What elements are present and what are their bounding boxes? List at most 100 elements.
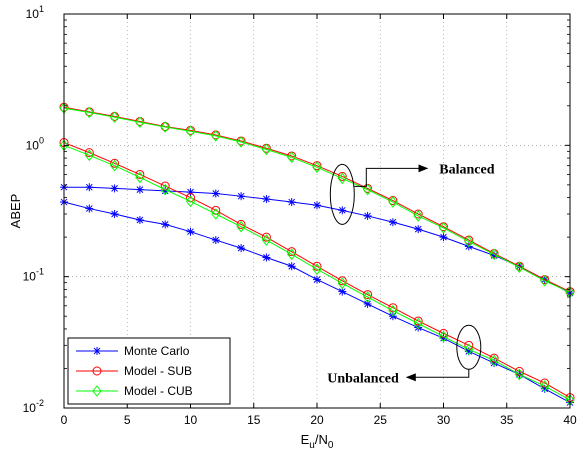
data-point-star: [161, 220, 170, 229]
data-point-diamond: [261, 143, 272, 156]
unbalanced-arrow: [405, 369, 470, 382]
data-point-diamond: [185, 125, 196, 138]
data-point-circle: [540, 378, 550, 388]
data-point-diamond: [135, 116, 145, 129]
data-point-diamond: [337, 172, 347, 185]
data-point-diamond: [489, 248, 499, 261]
x-tick-label: 30: [437, 413, 451, 427]
series-layer: [59, 102, 575, 407]
data-point-diamond: [312, 263, 322, 275]
data-point-diamond: [362, 291, 373, 303]
data-point-diamond: [109, 111, 120, 123]
data-point-star: [237, 244, 246, 253]
x-axis-label-sub2: 0: [328, 440, 334, 451]
data-point-circle: [388, 303, 398, 313]
data-point-diamond: [362, 183, 373, 196]
data-point-star: [287, 262, 296, 271]
data-point-diamond: [514, 261, 525, 274]
data-point-star: [211, 189, 220, 198]
x-axis-label: Eu/N0: [301, 432, 334, 451]
y-tick-label: 10-2: [23, 398, 44, 415]
data-point-diamond: [185, 195, 196, 208]
data-point-diamond: [211, 208, 221, 220]
x-tick-label: 15: [247, 413, 261, 427]
y-tick-label: 101: [26, 4, 44, 21]
balanced-ellipse: [329, 163, 355, 225]
series-line: [63, 142, 571, 399]
data-point-star: [211, 236, 220, 245]
data-point-diamond: [413, 317, 423, 330]
y-axis-label: ABEP: [8, 194, 23, 229]
data-point-star: [85, 183, 94, 192]
data-point-circle: [84, 148, 94, 158]
data-point-star: [338, 206, 347, 215]
x-tick-label: 35: [500, 413, 514, 427]
data-point-diamond: [388, 196, 398, 208]
data-point-diamond: [109, 159, 120, 172]
data-point-star: [363, 299, 372, 308]
y-tick-label: 100: [26, 135, 44, 152]
x-axis-label-mid: /N: [315, 432, 328, 447]
data-point-star: [110, 184, 119, 193]
data-point-diamond: [211, 130, 221, 142]
data-point-diamond: [160, 121, 170, 133]
data-point-star: [388, 218, 397, 227]
data-point-star: [135, 216, 144, 225]
data-point-diamond: [337, 277, 347, 290]
data-point-star: [85, 204, 94, 213]
data-point-circle: [439, 328, 448, 338]
series-line: [63, 106, 571, 293]
data-point-diamond: [514, 368, 525, 381]
data-point-diamond: [312, 161, 322, 174]
legend-marker-diamond: [92, 385, 102, 397]
data-point-star: [135, 185, 144, 194]
data-point-diamond: [135, 171, 145, 184]
data-point-circle: [489, 353, 499, 363]
legend-marker-circle: [92, 366, 102, 376]
unbalanced-label: Unbalanced: [327, 371, 399, 386]
legend-item: Model - CUB: [76, 384, 193, 398]
data-point-star: [439, 233, 448, 242]
legend-label: Monte Carlo: [124, 344, 190, 358]
legend-label: Model - CUB: [124, 384, 193, 398]
series-line: [63, 144, 571, 401]
data-point-circle: [110, 158, 120, 168]
legend-item: Model - SUB: [76, 364, 192, 378]
data-point-star: [363, 211, 372, 220]
x-tick-label: 40: [563, 413, 577, 427]
data-point-diamond: [236, 220, 246, 233]
data-point-star: [313, 275, 321, 284]
data-point-star: [110, 210, 119, 219]
data-point-star: [186, 227, 195, 236]
data-point-star: [287, 198, 296, 207]
x-axis-label-sub1: u: [309, 440, 315, 451]
data-point-circle: [514, 366, 524, 376]
legend-marker-star: [93, 347, 101, 355]
x-tick-label: 5: [124, 413, 131, 427]
x-axis-label-main: E: [301, 432, 310, 447]
data-point-diamond: [287, 248, 297, 261]
data-point-diamond: [160, 183, 170, 196]
series-unbalanced-4: [59, 138, 575, 403]
data-point-diamond: [540, 275, 550, 287]
plot-frame: [63, 13, 571, 409]
data-point-diamond: [287, 151, 297, 164]
data-point-diamond: [489, 354, 499, 367]
data-point-star: [237, 192, 246, 201]
data-point-diamond: [438, 330, 449, 343]
x-tick-label: 25: [374, 413, 388, 427]
data-point-star: [414, 225, 423, 234]
balanced-label: Balanced: [439, 162, 494, 177]
data-point-star: [262, 253, 271, 262]
data-point-diamond: [438, 222, 449, 234]
x-tick-label: 0: [61, 413, 68, 427]
x-tick-label: 20: [310, 413, 324, 427]
data-point-diamond: [464, 235, 474, 248]
series-balanced-2: [59, 102, 575, 299]
data-point-diamond: [464, 343, 474, 356]
data-point-diamond: [236, 136, 246, 148]
balanced-arrow: [354, 164, 429, 187]
data-point-diamond: [84, 106, 94, 119]
legend-label: Model - SUB: [124, 364, 192, 378]
